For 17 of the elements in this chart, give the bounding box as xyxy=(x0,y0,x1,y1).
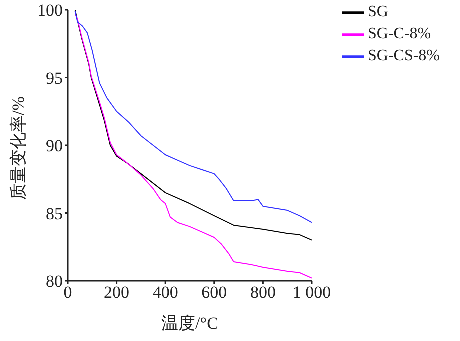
y-tick-label: 80 xyxy=(46,272,63,292)
x-tick-label: 1 000 xyxy=(292,283,332,302)
y-tick-label: 85 xyxy=(46,204,63,224)
y-axis-title: 质量变化率/% xyxy=(9,96,28,200)
x-tick-label: 600 xyxy=(202,283,228,302)
x-tick-label: 400 xyxy=(152,283,178,302)
y-tick-label: 90 xyxy=(46,136,63,156)
legend-label: SG-C-8% xyxy=(368,26,432,43)
x-tick-label: 800 xyxy=(250,283,276,302)
y-tick-label: 95 xyxy=(46,68,63,88)
x-tick-label: 200 xyxy=(104,283,130,302)
y-tick-label: 100 xyxy=(38,1,63,20)
legend-label: SG xyxy=(368,4,388,21)
x-axis-title: 温度/°C xyxy=(162,314,218,333)
x-tick-label: 0 xyxy=(64,283,72,302)
legend-label: SG-CS-8% xyxy=(368,48,440,65)
line-series xyxy=(74,14,312,279)
